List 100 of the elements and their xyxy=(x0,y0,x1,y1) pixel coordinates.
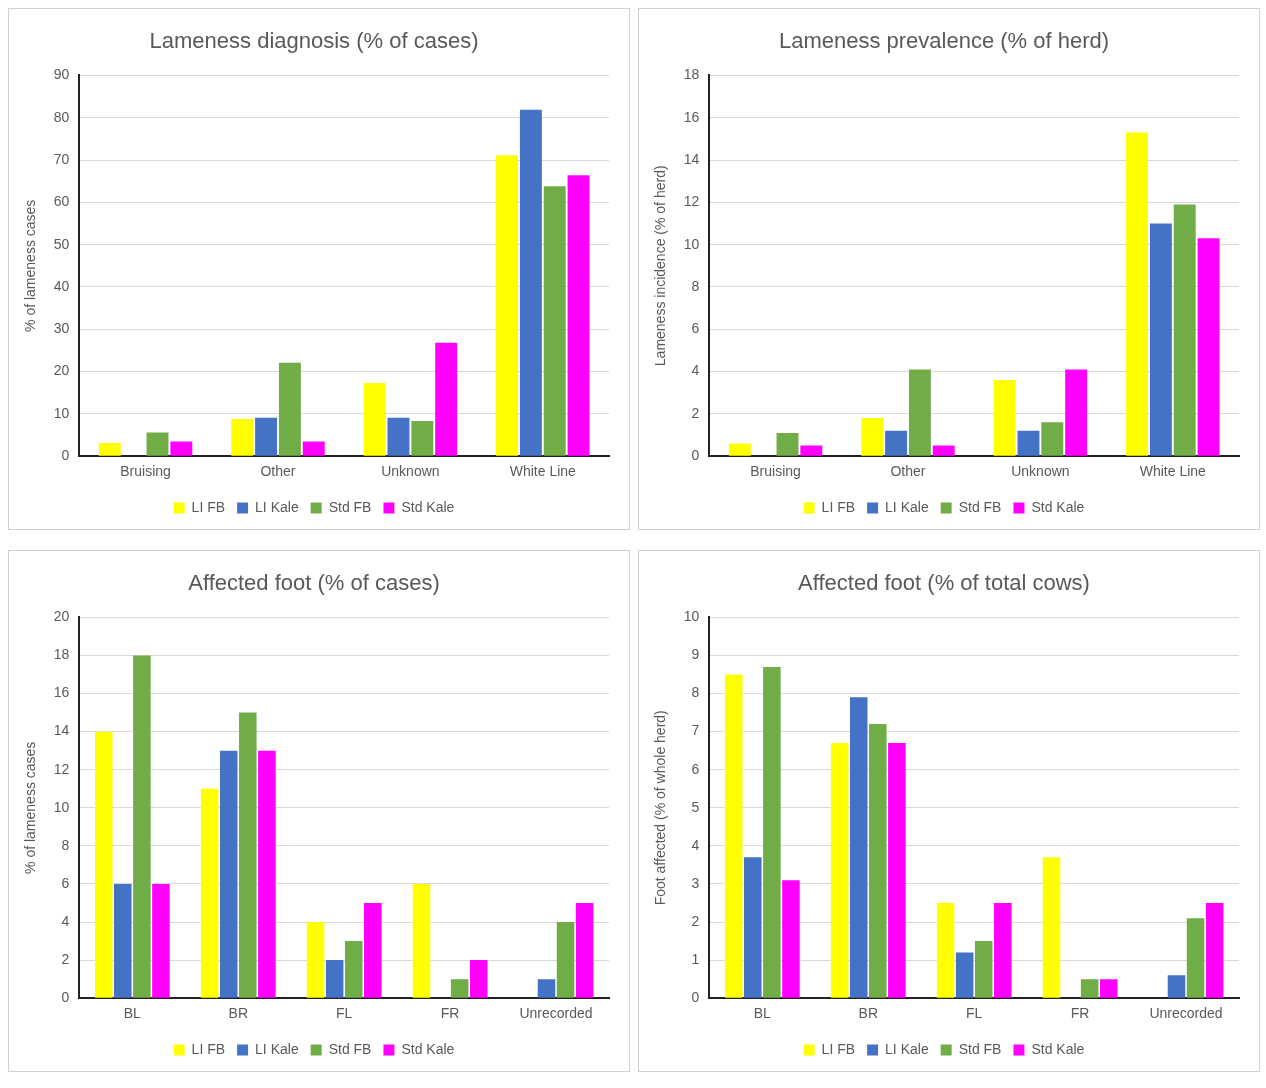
y-tick-label: 16 xyxy=(53,684,70,701)
bar xyxy=(496,155,519,456)
y-tick-label: 60 xyxy=(53,193,70,210)
bar xyxy=(94,731,113,998)
y-tick-label: 10 xyxy=(53,404,70,421)
bar xyxy=(763,666,781,998)
bar xyxy=(1149,223,1172,456)
x-tick-label: BL xyxy=(753,1005,772,1022)
bar xyxy=(994,903,1012,998)
bar xyxy=(133,655,151,998)
bar xyxy=(411,421,434,456)
y-tick-label: 4 xyxy=(691,362,700,379)
legend-label: Std FB xyxy=(958,498,1002,515)
bar xyxy=(861,418,884,456)
bar xyxy=(98,443,121,456)
x-tick-label: Unrecorded xyxy=(1149,1005,1223,1022)
chart-title: Lameness prevalence (% of herd) xyxy=(778,28,1110,54)
bar xyxy=(306,922,325,998)
bar xyxy=(170,441,193,456)
y-tick-label: 18 xyxy=(53,646,70,663)
bar xyxy=(1099,979,1118,998)
bar xyxy=(543,186,566,456)
chart-title: Affected foot (% of total cows) xyxy=(798,570,1090,596)
bar xyxy=(1186,918,1205,998)
y-axis-title: % of lameness cases xyxy=(22,199,39,332)
y-tick-label: 4 xyxy=(61,912,70,929)
y-tick-label: 7 xyxy=(691,722,700,739)
bar xyxy=(955,952,974,998)
x-tick-label: Other xyxy=(260,463,296,480)
y-tick-label: 0 xyxy=(691,989,700,1006)
bar xyxy=(849,697,868,998)
y-tick-label: 6 xyxy=(691,320,700,337)
bar xyxy=(519,109,542,456)
bar xyxy=(724,674,743,998)
y-tick-label: 10 xyxy=(683,235,700,252)
y-tick-label: 20 xyxy=(53,362,70,379)
y-tick-label: 18 xyxy=(683,66,700,83)
bar xyxy=(800,445,823,456)
x-tick-label: Unknown xyxy=(381,463,440,480)
x-tick-label: FR xyxy=(440,1005,460,1022)
bar xyxy=(387,417,410,456)
bar xyxy=(1042,857,1061,998)
y-tick-label: 5 xyxy=(691,798,700,815)
y-tick-label: 4 xyxy=(691,836,700,853)
y-tick-label: 70 xyxy=(53,150,70,167)
legend-label: Std FB xyxy=(328,498,372,515)
bar xyxy=(728,443,751,456)
bar xyxy=(1065,369,1088,456)
y-tick-label: 6 xyxy=(691,760,700,777)
bar xyxy=(932,445,955,456)
x-tick-label: FL xyxy=(966,1005,983,1022)
y-tick-label: 9 xyxy=(691,646,700,663)
bar xyxy=(830,743,849,998)
bar xyxy=(231,418,254,456)
y-tick-label: 8 xyxy=(61,836,70,853)
legend-label: Std FB xyxy=(958,1040,1002,1057)
bar xyxy=(1197,238,1220,456)
legend-label: LI Kale xyxy=(255,1040,299,1057)
bar xyxy=(114,883,132,998)
x-tick-label: BR xyxy=(858,1005,878,1022)
x-tick-label: BL xyxy=(123,1005,142,1022)
legend-label: Std FB xyxy=(328,1040,372,1057)
bar xyxy=(936,903,955,998)
bar xyxy=(776,432,799,456)
y-tick-label: 14 xyxy=(53,722,70,739)
y-tick-label: 2 xyxy=(691,912,700,929)
y-axis-title: Lameness incidence (% of herd) xyxy=(652,165,669,367)
bar xyxy=(567,175,590,456)
bar xyxy=(993,380,1016,456)
y-tick-label: 10 xyxy=(683,608,700,625)
bar xyxy=(782,880,800,998)
legend-label: Std Kale xyxy=(1031,498,1085,515)
y-tick-label: 1 xyxy=(691,950,700,967)
bar xyxy=(344,941,363,998)
y-tick-label: 2 xyxy=(691,404,700,421)
bar xyxy=(1167,975,1186,998)
y-tick-label: 12 xyxy=(683,193,700,210)
y-axis-title: % of lameness cases xyxy=(22,741,39,874)
x-tick-label: Bruising xyxy=(120,463,171,480)
y-tick-label: 90 xyxy=(53,66,70,83)
bar xyxy=(1041,422,1064,456)
y-tick-label: 14 xyxy=(683,150,700,167)
chart-title: Affected foot (% of cases) xyxy=(188,570,440,596)
y-tick-label: 8 xyxy=(691,684,700,701)
bar xyxy=(869,724,887,998)
bar xyxy=(885,430,908,456)
y-tick-label: 30 xyxy=(53,320,70,337)
bar xyxy=(575,903,594,998)
y-tick-label: 0 xyxy=(691,447,700,464)
y-tick-label: 2 xyxy=(61,950,70,967)
y-tick-label: 40 xyxy=(53,277,70,294)
legend-label: Std Kale xyxy=(401,1040,455,1057)
legend-label: LI FB xyxy=(191,498,226,515)
bar xyxy=(278,362,301,456)
x-tick-label: FR xyxy=(1070,1005,1090,1022)
chart-title: Lameness diagnosis (% of cases) xyxy=(149,28,479,54)
bar xyxy=(469,960,488,998)
bar xyxy=(974,941,993,998)
bar xyxy=(146,432,169,456)
y-tick-label: 10 xyxy=(53,798,70,815)
